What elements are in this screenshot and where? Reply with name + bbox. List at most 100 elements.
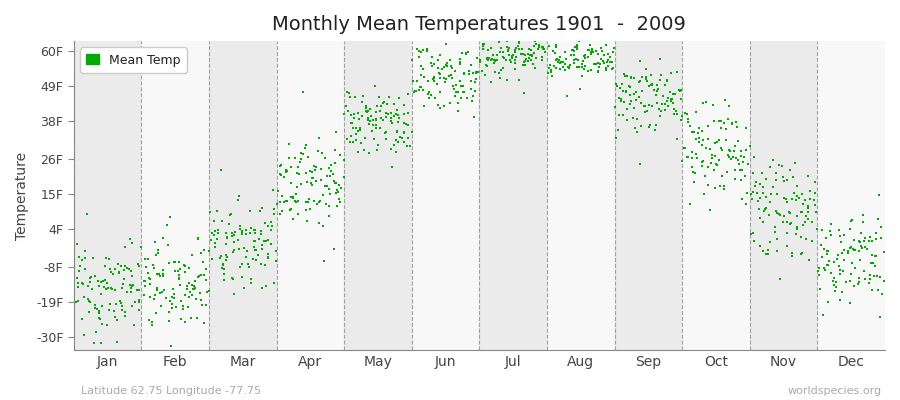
- Point: [867, 272, 881, 279]
- Point: [420, 91, 435, 97]
- Point: [788, 197, 803, 204]
- Point: [359, 104, 374, 111]
- Point: [125, 303, 140, 309]
- Point: [490, 52, 504, 58]
- Point: [527, 49, 542, 56]
- Point: [274, 162, 289, 168]
- Point: [227, 291, 241, 298]
- Point: [232, 264, 247, 271]
- Point: [684, 129, 698, 135]
- Point: [332, 196, 347, 202]
- Point: [332, 151, 347, 158]
- Point: [858, 276, 872, 282]
- Point: [863, 272, 878, 278]
- Point: [801, 204, 815, 211]
- Point: [518, 62, 532, 69]
- Point: [600, 63, 615, 70]
- Point: [235, 231, 249, 237]
- Point: [815, 312, 830, 318]
- Point: [571, 64, 585, 70]
- Point: [480, 54, 494, 61]
- Point: [511, 40, 526, 46]
- Point: [417, 74, 431, 80]
- Point: [633, 78, 647, 84]
- Point: [845, 260, 859, 266]
- Point: [634, 100, 648, 106]
- Point: [865, 286, 879, 293]
- Point: [532, 44, 546, 51]
- Point: [870, 287, 885, 293]
- Point: [248, 247, 262, 254]
- Point: [400, 110, 415, 116]
- Point: [428, 75, 442, 82]
- Point: [654, 101, 669, 108]
- Point: [79, 211, 94, 218]
- Point: [473, 58, 488, 65]
- Point: [71, 279, 86, 286]
- Point: [296, 88, 310, 95]
- Point: [457, 71, 472, 77]
- Point: [850, 281, 865, 288]
- Point: [177, 262, 192, 268]
- Point: [351, 110, 365, 116]
- Point: [697, 191, 711, 198]
- Point: [808, 179, 823, 185]
- Point: [685, 164, 699, 170]
- Point: [793, 250, 807, 257]
- Point: [436, 103, 451, 109]
- Point: [195, 302, 210, 308]
- Point: [409, 88, 423, 94]
- Point: [796, 200, 811, 207]
- Point: [832, 267, 847, 274]
- Point: [312, 198, 327, 204]
- Point: [554, 59, 568, 66]
- Point: [633, 58, 647, 64]
- Point: [291, 211, 305, 218]
- Point: [856, 219, 870, 226]
- Point: [200, 288, 214, 295]
- Point: [842, 245, 857, 252]
- Point: [526, 61, 540, 67]
- Point: [814, 226, 829, 233]
- Point: [599, 34, 614, 40]
- Point: [870, 273, 885, 280]
- Point: [197, 320, 211, 326]
- Point: [780, 219, 795, 225]
- Point: [139, 256, 153, 262]
- Point: [353, 126, 367, 133]
- Point: [548, 34, 562, 40]
- Point: [308, 167, 322, 173]
- Point: [470, 55, 484, 62]
- Point: [225, 230, 239, 236]
- Point: [782, 167, 796, 173]
- Point: [339, 136, 354, 143]
- Point: [98, 277, 112, 284]
- Point: [261, 251, 275, 257]
- Point: [397, 139, 411, 145]
- Point: [777, 195, 791, 202]
- Point: [284, 194, 298, 200]
- Point: [828, 288, 842, 294]
- Point: [609, 80, 624, 87]
- Point: [340, 89, 355, 96]
- Point: [224, 275, 238, 281]
- Point: [459, 50, 473, 56]
- Point: [244, 276, 258, 282]
- Point: [497, 36, 511, 43]
- Point: [266, 223, 280, 229]
- Point: [736, 158, 751, 165]
- Point: [249, 247, 264, 253]
- Point: [114, 302, 129, 309]
- Point: [400, 91, 415, 98]
- Point: [314, 150, 328, 156]
- Point: [775, 163, 789, 170]
- Point: [316, 223, 330, 230]
- Point: [784, 220, 798, 226]
- Point: [536, 44, 551, 50]
- Point: [494, 45, 508, 51]
- Point: [570, 42, 584, 48]
- Point: [788, 231, 803, 237]
- Point: [619, 89, 634, 95]
- Point: [842, 250, 856, 256]
- Point: [670, 110, 685, 117]
